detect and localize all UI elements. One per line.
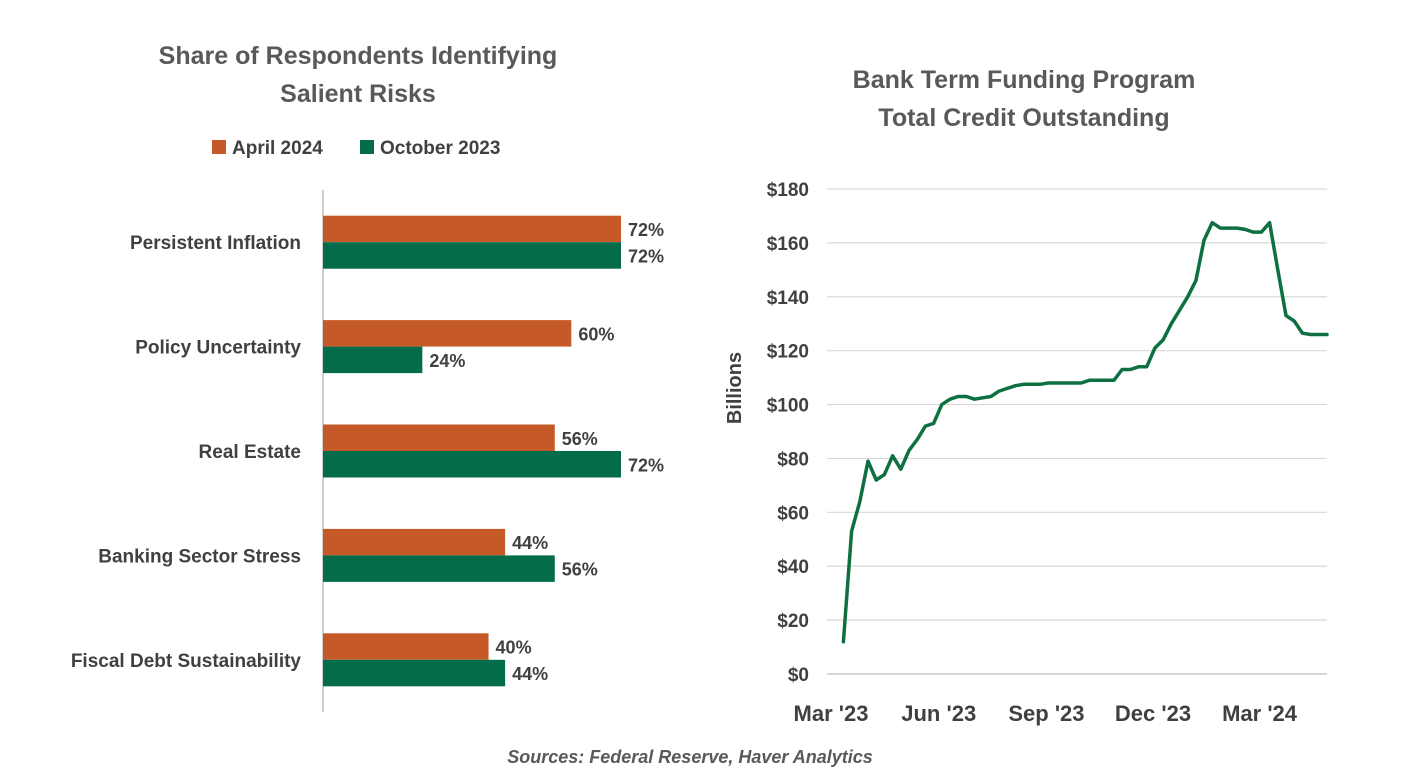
y-axis-label: Billions [724,352,746,424]
line-grid [827,188,1327,675]
data-label-october-2023-real-estate: 72% [628,455,664,475]
data-label-april-2024-fiscal-debt-sustainability: 40% [496,638,532,658]
data-label-october-2023-fiscal-debt-sustainability: 44% [512,664,548,684]
y-tick-label-120: $120 [767,342,809,363]
series-line-btfp-credit [841,220,1329,644]
data-label-april-2024-banking-sector-stress: 44% [512,533,548,553]
data-label-april-2024-real-estate: 56% [562,429,598,449]
line-chart-title-line-1: Bank Term Funding Program [853,66,1196,94]
y-tick-label-0: $0 [788,665,809,686]
bar-chart-title-line-2: Salient Risks [280,80,436,108]
line-y-ticks: $0 $20 $40 $60 $80 $100 $120 $140 $160 $180 [767,180,809,686]
bar-chart-title-line-1: Share of Respondents Identifying [159,42,558,70]
bar-october-2023-persistent-inflation [323,242,621,269]
bar-april-2024-fiscal-debt-sustainability [323,633,489,660]
y-tick-label-20: $20 [777,611,809,632]
legend-label-april-2024: April 2024 [232,138,323,159]
bar-legend: April 2024 October 2023 [212,138,500,159]
legend-swatch-april-2024 [212,140,226,154]
category-label-banking-sector-stress: Banking Sector Stress [98,546,301,567]
category-label-persistent-inflation: Persistent Inflation [130,233,301,254]
y-tick-label-160: $160 [767,234,809,255]
category-label-fiscal-debt-sustainability: Fiscal Debt Sustainability [71,651,302,672]
data-label-april-2024-persistent-inflation: 72% [628,220,664,240]
bar-april-2024-real-estate [323,424,555,451]
line-chart: Bank Term Funding Program Total Credit O… [724,66,1329,726]
bar-october-2023-policy-uncertainty [323,346,423,374]
data-label-october-2023-policy-uncertainty: 24% [429,351,465,371]
data-label-october-2023-persistent-inflation: 72% [628,246,664,266]
bar-october-2023-banking-sector-stress [323,555,555,582]
y-tick-label-60: $60 [777,503,809,524]
x-tick-label-mar-23: Mar '23 [794,701,869,726]
source-note: Sources: Federal Reserve, Haver Analytic… [507,747,873,767]
x-tick-label-dec-23: Dec '23 [1115,701,1191,726]
x-tick-label-mar-24: Mar '24 [1222,701,1298,726]
x-tick-label-sep-23: Sep '23 [1008,701,1084,726]
line-chart-title-line-2: Total Credit Outstanding [878,104,1169,132]
y-tick-label-80: $80 [777,449,809,470]
bar-marks: Persistent Inflation 72% 72% Policy Uncerta… [71,215,664,687]
bar-october-2023-fiscal-debt-sustainability [323,659,506,687]
x-tick-label-jun-23: Jun '23 [901,701,976,726]
legend-label-october-2023: October 2023 [380,138,500,159]
y-tick-label-180: $180 [767,180,809,201]
bar-april-2024-persistent-inflation [323,215,621,243]
data-label-october-2023-banking-sector-stress: 56% [562,560,598,580]
category-label-real-estate: Real Estate [199,442,301,463]
bar-chart: Share of Respondents Identifying Salient… [71,42,664,712]
data-label-april-2024-policy-uncertainty: 60% [578,324,614,344]
y-tick-label-100: $100 [767,396,809,417]
y-tick-label-140: $140 [767,288,809,309]
bar-april-2024-banking-sector-stress [323,528,506,556]
category-label-policy-uncertainty: Policy Uncertainty [135,338,301,359]
bar-april-2024-policy-uncertainty [323,320,572,347]
y-tick-label-40: $40 [777,557,809,578]
bar-october-2023-real-estate [323,451,621,478]
line-x-ticks: Mar '23 Jun '23 Sep '23 Dec '23 Mar '24 [794,701,1298,726]
legend-swatch-october-2023 [360,140,374,154]
